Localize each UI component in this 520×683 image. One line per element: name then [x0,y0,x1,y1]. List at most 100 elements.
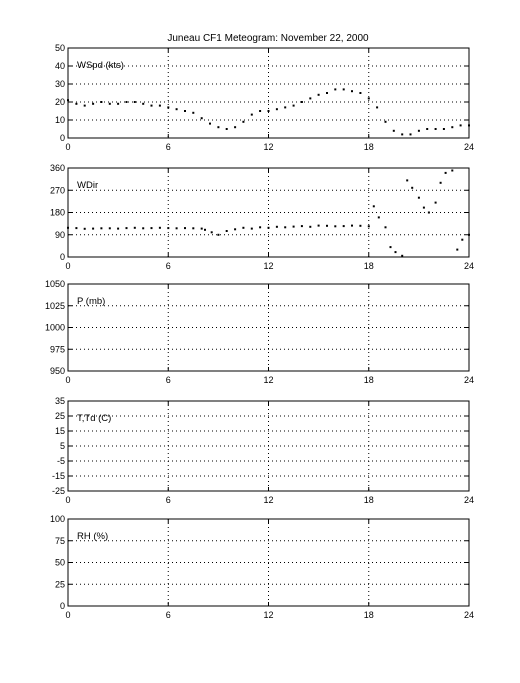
figure-title: Juneau CF1 Meteogram: November 22, 2000 [167,33,369,44]
data-point [83,104,86,107]
data-point [389,246,392,249]
data-point [459,124,462,127]
axes-frame [67,400,470,492]
y-tick-label: 0 [60,252,65,262]
x-tick-label: 24 [464,375,474,385]
y-tick-label: 950 [50,366,65,376]
data-point [372,205,375,208]
axes-frame [67,47,470,139]
y-tick-label: 0 [60,133,65,143]
x-tick-label: 12 [263,142,273,152]
data-point [300,225,303,228]
data-point [334,225,337,228]
x-tick-label: 12 [263,375,273,385]
data-point [184,110,186,112]
data-point [284,106,287,109]
data-point [401,133,404,136]
data-point [406,179,409,182]
data-point [417,129,420,132]
data-point [367,97,370,100]
data-point [376,106,379,109]
data-point [100,227,103,230]
x-tick-label: 18 [364,261,374,271]
x-tick-label: 24 [464,495,474,505]
y-tick-label: -5 [57,456,65,466]
data-point [359,92,362,94]
y-tick-label: 50 [55,558,65,568]
data-point [250,113,253,116]
data-point [150,104,153,107]
x-tick-label: 6 [166,142,171,152]
data-point [225,230,228,232]
data-point [204,228,206,231]
data-point [158,104,161,107]
x-tick-label: 12 [263,610,273,620]
data-point [142,102,145,105]
data-point [234,228,237,231]
data-point [209,122,211,125]
data-point [108,102,111,105]
data-point [259,226,262,229]
data-point [427,211,430,214]
data-point [175,108,178,111]
x-tick-label: 6 [166,375,171,385]
data-point [468,124,470,127]
data-point [167,227,170,230]
data-point [92,227,95,230]
axes-frame [67,167,470,258]
panel-4: 0 6 12 18 24 -25 -15 -5 5 15 25 35 T,Td (C) [52,396,474,505]
data-point [92,102,95,105]
data-point [267,110,270,112]
data-point [117,227,120,230]
data-point [225,128,228,130]
data-point [234,126,237,129]
x-tick-label: 0 [65,610,70,620]
panel-label: WDir [77,180,98,191]
y-tick-label: 90 [55,230,65,240]
data-point [456,248,459,251]
data-point [439,181,442,184]
data-point [384,120,387,123]
data-point [192,227,195,230]
data-point [292,104,295,107]
y-tick-label: 360 [50,163,65,173]
data-point [184,227,186,230]
data-point [292,225,295,228]
y-tick-label: 25 [55,579,65,589]
y-tick-label: 100 [50,514,65,524]
panel-3: 0 6 12 18 24 950 975 1000 1025 1050 P (mb) [45,279,474,385]
data-point [434,128,437,130]
data-point [342,225,345,228]
x-tick-label: 24 [464,610,474,620]
data-point [108,227,111,230]
data-point [200,227,203,230]
data-point [67,99,69,102]
x-tick-label: 18 [364,495,374,505]
data-point [411,186,414,189]
x-tick-label: 0 [65,142,70,152]
data-point [351,224,353,227]
data-point [342,88,345,91]
y-tick-label: 75 [55,536,65,546]
data-point [125,227,128,230]
data-point [409,133,412,136]
y-tick-label: -15 [52,471,65,481]
x-tick-label: 24 [464,261,474,271]
data-point [351,90,353,93]
x-tick-label: 12 [263,261,273,271]
data-point [100,101,103,103]
data-point [417,196,420,199]
data-point [422,206,425,209]
data-point [242,120,245,123]
data-point [468,233,470,236]
data-point [158,226,161,229]
data-point [210,231,213,234]
data-point [275,225,278,228]
data-point [444,171,447,174]
axes-frame [67,518,470,607]
y-tick-label: 5 [60,441,65,451]
y-tick-label: 10 [55,115,65,125]
y-tick-label: 50 [55,43,65,53]
y-tick-label: 975 [50,344,65,354]
